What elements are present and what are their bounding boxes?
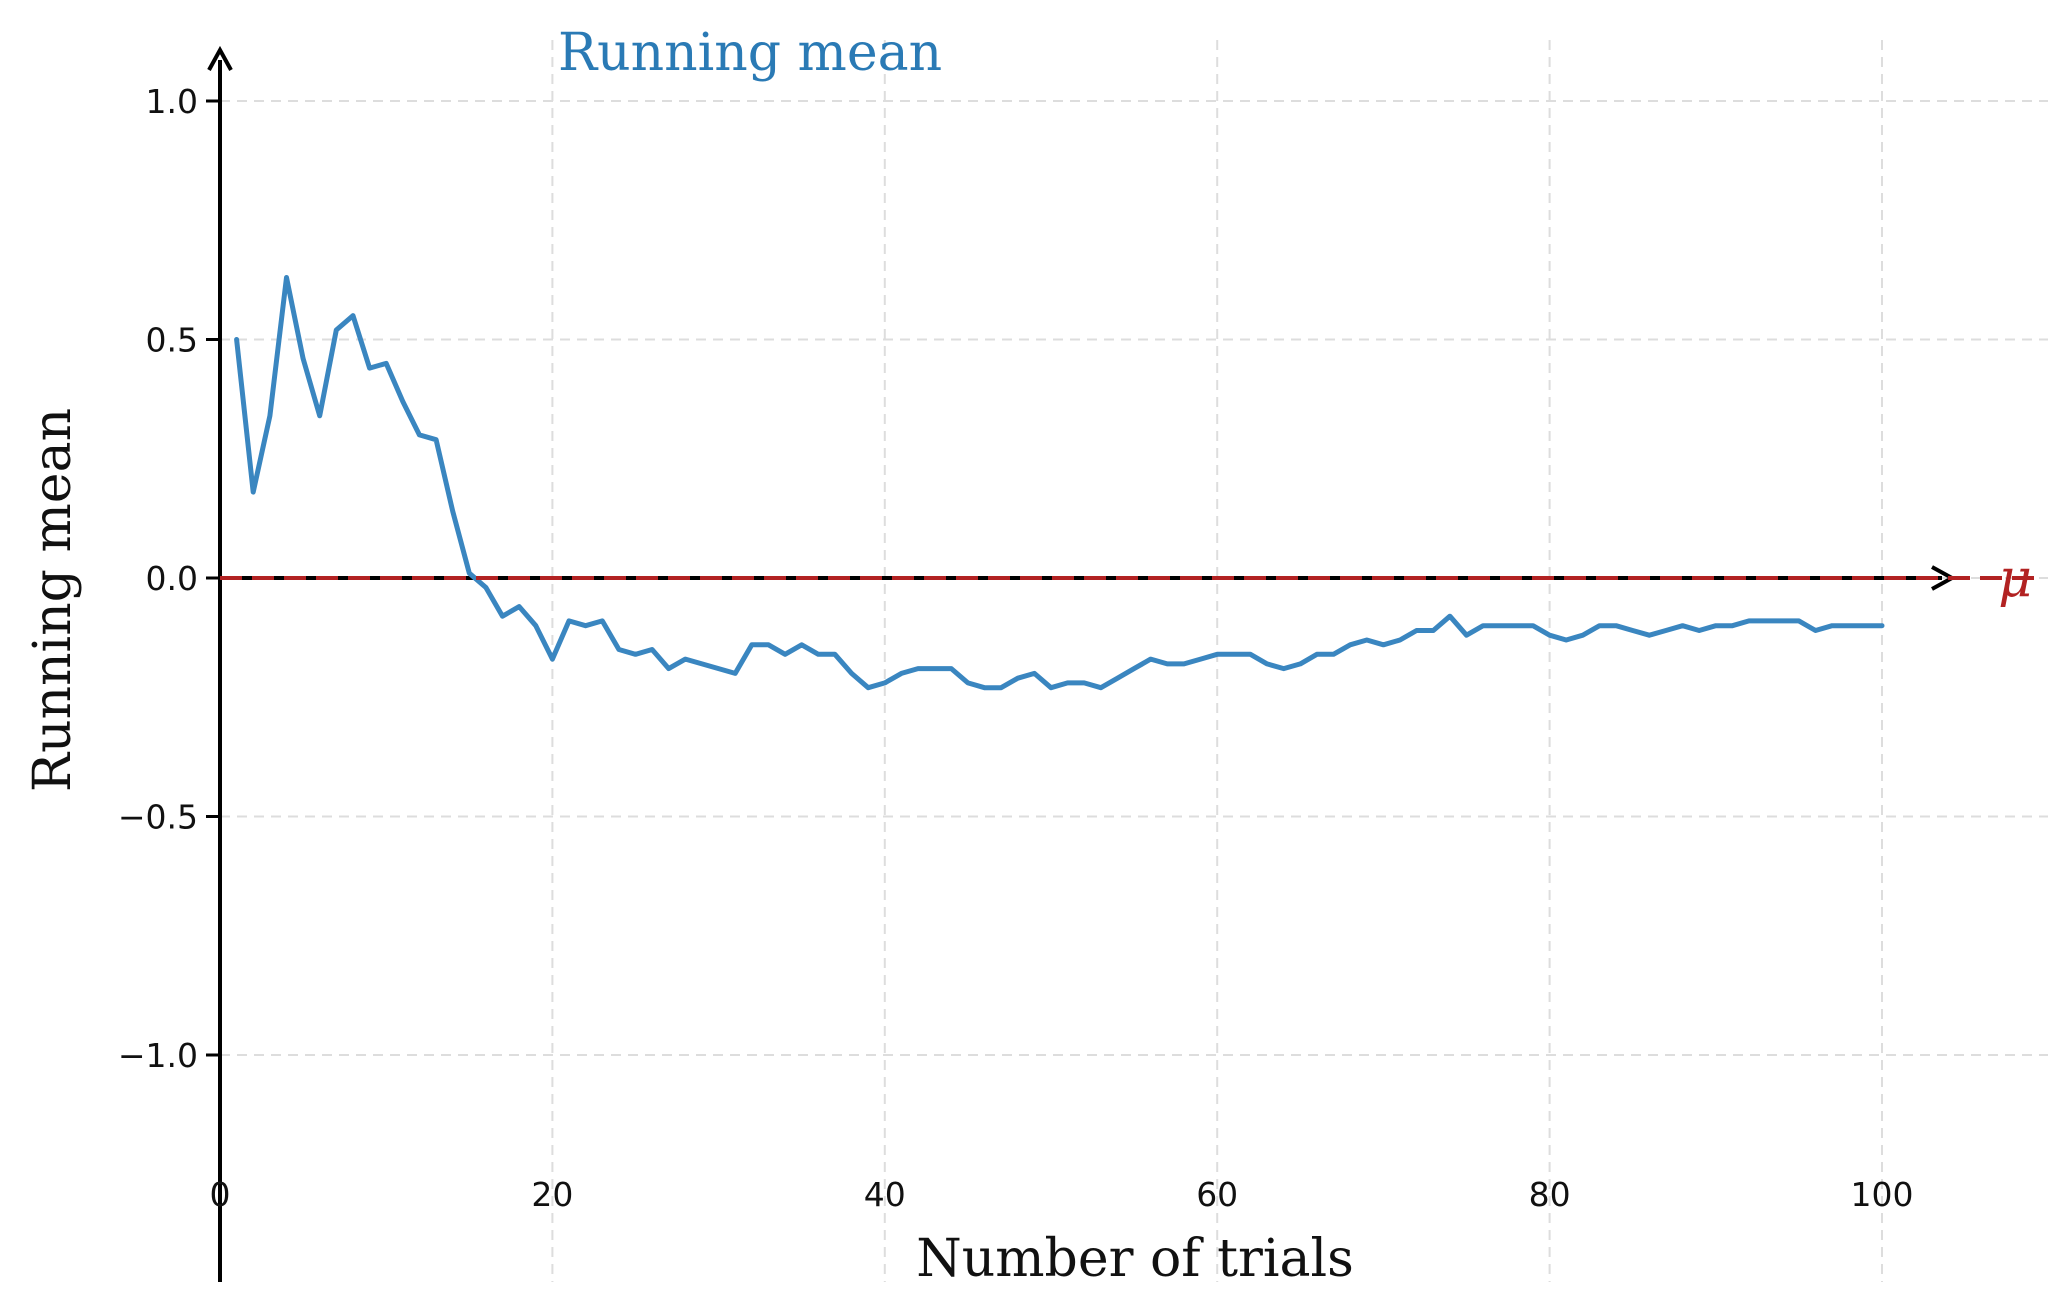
grid-lines	[220, 40, 2048, 1282]
x-tick-label-1: 20	[531, 1175, 573, 1214]
x-axis-title: Number of trials	[916, 1229, 1354, 1289]
x-ticks: 0 20 40 60 80 100	[210, 1175, 1914, 1214]
x-tick-label-3: 60	[1196, 1175, 1238, 1214]
y-tick-label-3: −0.5	[118, 798, 198, 837]
y-axis-title: Running mean	[23, 408, 83, 792]
y-ticks: 1.0 0.5 0.0 −0.5 −1.0	[118, 82, 220, 1075]
series-line-0	[234, 275, 1885, 691]
y-tick-label-1: 0.5	[146, 321, 198, 360]
y-tick-label-4: −1.0	[118, 1036, 198, 1075]
reference-mu: μ	[220, 549, 2040, 609]
y-tick-label-2: 0.0	[146, 559, 198, 598]
axes	[207, 45, 1957, 1282]
series-label: Running mean	[558, 23, 942, 83]
y-tick-label-0: 1.0	[146, 82, 198, 121]
x-tick-label-5: 100	[1851, 1175, 1914, 1214]
y-axis-arrow	[207, 45, 233, 71]
x-tick-label-4: 80	[1529, 1175, 1571, 1214]
reference-label: μ	[1998, 549, 2032, 609]
x-tick-label-0: 0	[210, 1175, 231, 1214]
series-layer	[234, 275, 1885, 691]
x-tick-label-2: 40	[864, 1175, 906, 1214]
